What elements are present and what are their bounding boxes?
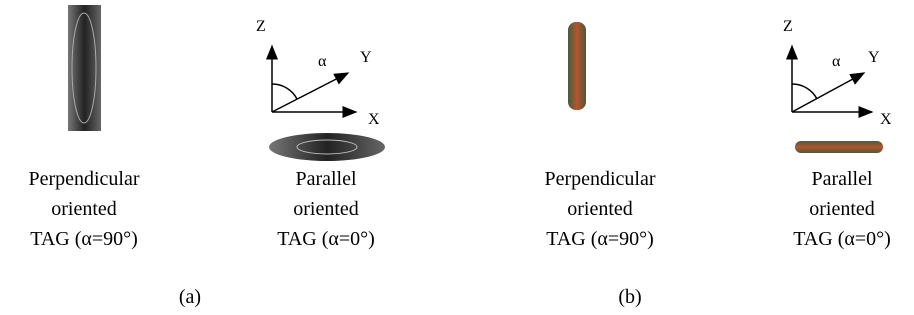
figure: Z α Y X Z α Y X Perpendicular oriented T…	[0, 0, 914, 315]
glass-tag-vertical	[568, 22, 586, 110]
caption-line: oriented	[567, 198, 633, 220]
caption-line: Perpendicular	[544, 168, 655, 190]
caption-line: oriented	[51, 198, 117, 220]
texts: Z α Y X Z α Y X Perpendicular oriented T…	[28, 18, 892, 308]
axis-z-label: Z	[783, 18, 793, 35]
caption-line: Parallel	[811, 168, 873, 190]
caption-line: TAG (α=90°)	[30, 228, 138, 250]
angle-label: α	[318, 53, 327, 70]
caption-line: Perpendicular	[28, 168, 139, 190]
caption-line: TAG (α=0°)	[793, 228, 891, 250]
page: Z α Y X Z α Y X Perpendicular oriented T…	[0, 0, 914, 315]
glass-tag-horizontal	[795, 141, 883, 153]
caption-line: oriented	[293, 198, 359, 220]
angle-arc	[272, 84, 297, 99]
caption-line: TAG (α=90°)	[546, 228, 654, 250]
axes-diagram	[272, 46, 356, 112]
disc-tag-flat	[269, 133, 385, 161]
caption-line: TAG (α=0°)	[277, 228, 375, 250]
axis-x-label: X	[368, 111, 380, 128]
caption-line: oriented	[809, 198, 875, 220]
axis-y-label: Y	[360, 49, 372, 66]
axis-y	[792, 73, 864, 112]
axis-y-label: Y	[868, 49, 880, 66]
panel-label: (a)	[179, 286, 201, 308]
caption-line: Parallel	[295, 168, 357, 190]
panel-label: (b)	[618, 286, 641, 308]
angle-arc	[792, 84, 817, 99]
angle-label: α	[832, 53, 841, 70]
axis-y	[272, 73, 348, 112]
axis-x-label: X	[880, 111, 892, 128]
axis-z-label: Z	[256, 18, 266, 35]
